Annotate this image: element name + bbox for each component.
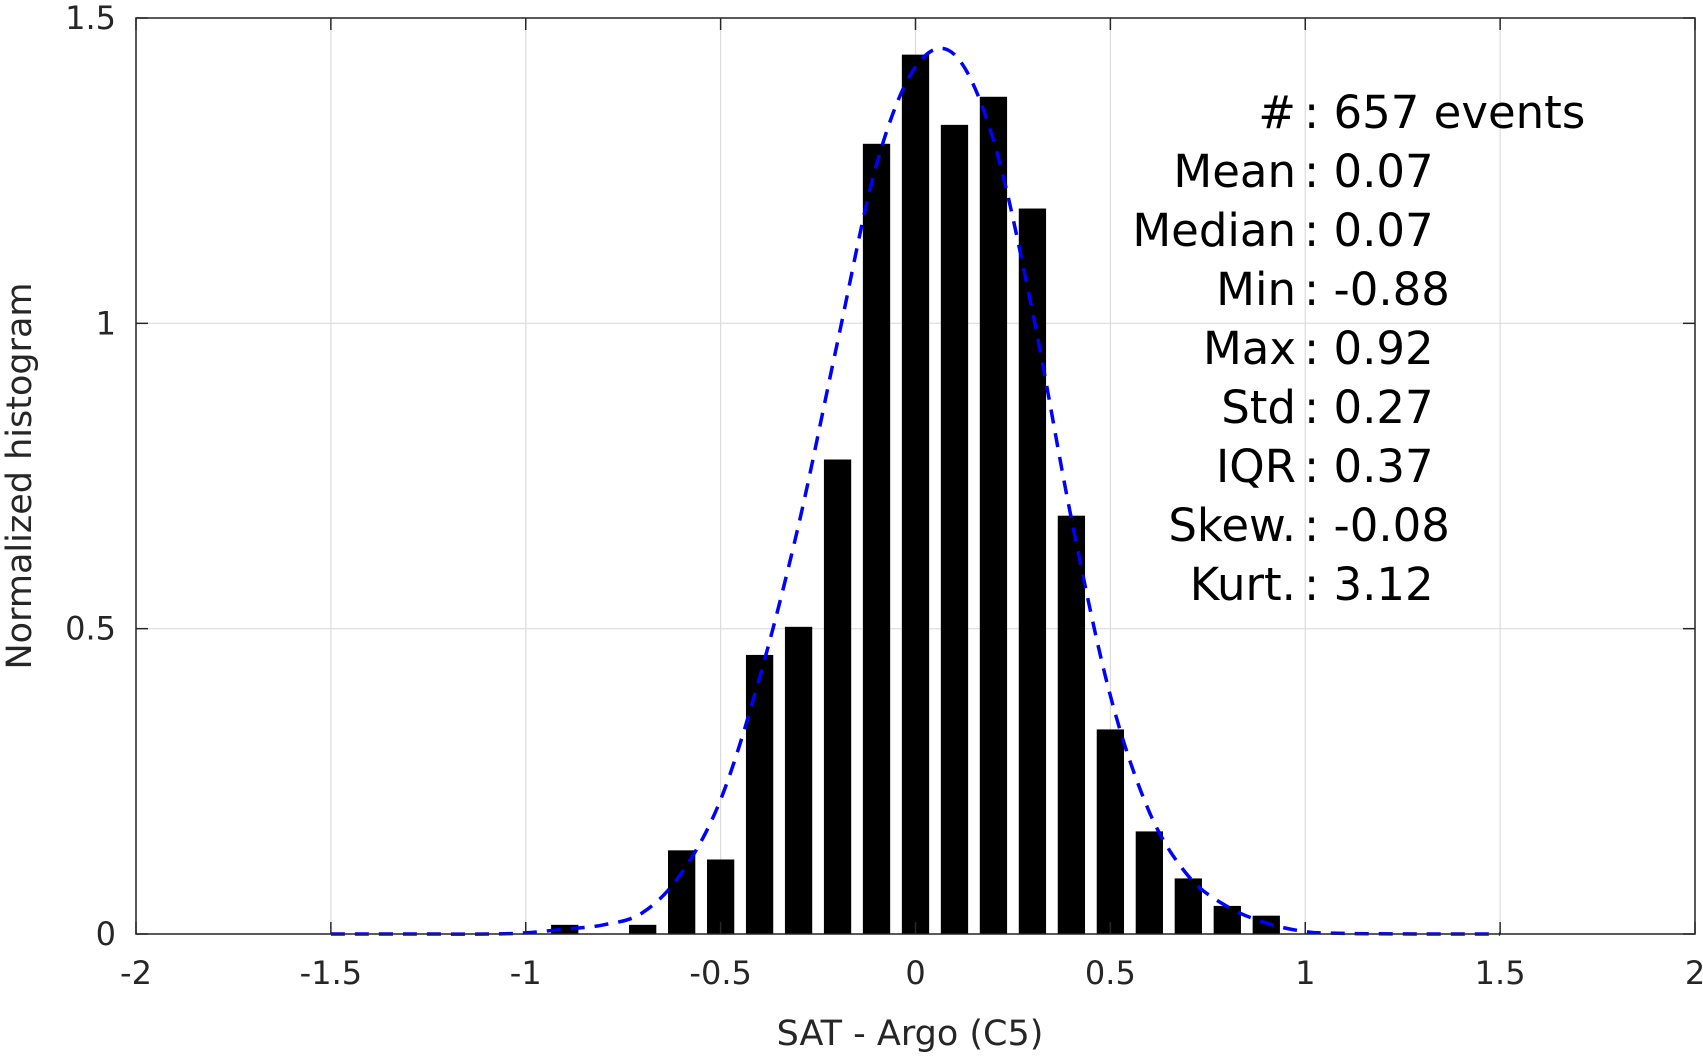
histogram-bar — [862, 143, 891, 934]
y-tick-label: 0 — [96, 915, 116, 953]
stats-label: Max — [1203, 322, 1296, 375]
y-tick-label: 1 — [96, 304, 116, 342]
histogram-bar — [745, 654, 774, 934]
stats-value: : -0.88 — [1304, 263, 1450, 316]
fit-curve — [330, 46, 1501, 936]
x-tick-label: 0 — [905, 954, 925, 992]
x-tick-label: 1.5 — [1475, 954, 1526, 992]
stats-label: # — [1258, 86, 1296, 139]
histogram-bar — [979, 96, 1008, 934]
histogram-bar — [1057, 515, 1086, 934]
histogram-bar — [1018, 208, 1047, 934]
x-tick-label: 1 — [1295, 954, 1315, 992]
stats-label: Std — [1221, 381, 1296, 434]
stats-value: : 657 events — [1304, 86, 1585, 139]
stats-value: : -0.08 — [1304, 499, 1450, 552]
histogram-bar — [668, 850, 696, 934]
stats-label: Mean — [1173, 145, 1296, 198]
histogram-bar — [784, 626, 813, 934]
x-axis-label: SAT - Argo (C5) — [777, 1014, 1044, 1054]
histogram-bar — [940, 124, 969, 934]
histogram-bar — [629, 924, 657, 934]
stats-value: : 0.27 — [1304, 381, 1434, 434]
x-tick-label: -2 — [120, 954, 152, 992]
y-tick-label: 1.5 — [65, 0, 116, 37]
stats-value: : 0.07 — [1304, 204, 1434, 257]
histogram-bar — [901, 54, 930, 934]
stats-label: Skew. — [1168, 499, 1296, 552]
histogram-bars — [551, 54, 1280, 934]
axes-frame — [135, 17, 1696, 935]
x-tick-label: 2 — [1685, 954, 1703, 992]
histogram-bar — [823, 459, 852, 934]
y-tick-labels: 0 0.5 1 1.5 — [65, 0, 116, 953]
stats-value: : 0.07 — [1304, 145, 1434, 198]
x-tick-label: -1.5 — [300, 954, 362, 992]
fit-curve-line — [330, 46, 1501, 936]
x-tick-label: 0.5 — [1085, 954, 1136, 992]
stats-value: : 0.92 — [1304, 322, 1434, 375]
x-tick-labels: -2 -1.5 -1 -0.5 0 0.5 1 1.5 2 — [120, 954, 1703, 992]
histogram-bar — [551, 924, 579, 934]
x-tick-label: -1 — [510, 954, 542, 992]
stats-value: : 3.12 — [1304, 558, 1434, 611]
y-axis-label: Normalized histogram — [0, 282, 40, 669]
histogram-bar — [1096, 729, 1125, 934]
stats-label: Kurt. — [1190, 558, 1296, 611]
stats-label: Min — [1216, 263, 1296, 316]
x-tick-label: -0.5 — [689, 954, 751, 992]
histogram-bar — [1135, 831, 1163, 934]
histogram-bar — [1213, 905, 1241, 934]
histogram-bar — [1252, 915, 1280, 934]
stats-label: IQR — [1216, 440, 1296, 493]
histogram-bar — [706, 859, 735, 934]
y-tick-label: 0.5 — [65, 610, 116, 648]
stats-label: Median — [1132, 204, 1296, 257]
stats-value: : 0.37 — [1304, 440, 1434, 493]
